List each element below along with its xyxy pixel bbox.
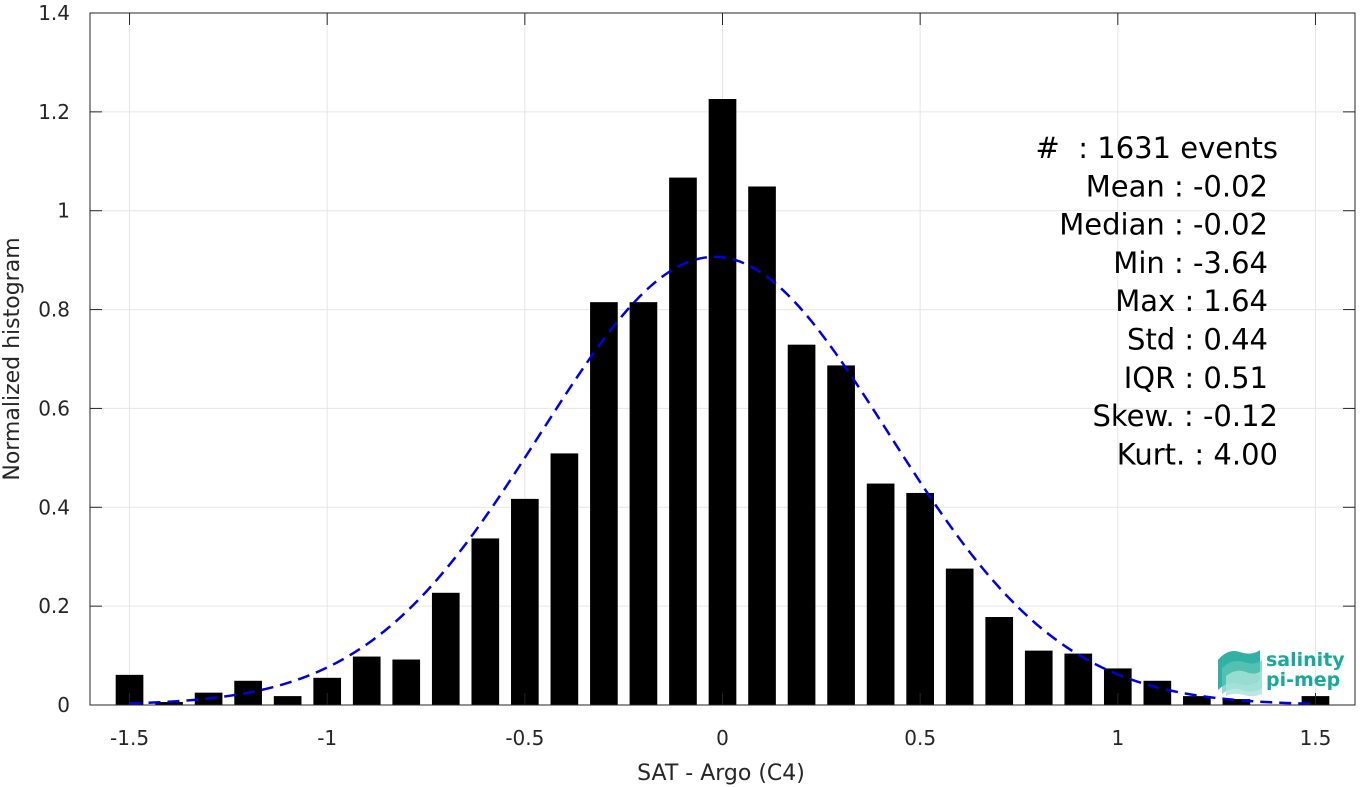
- stats-line: IQR : 0.51: [1124, 361, 1268, 395]
- y-tick-label: 0: [57, 693, 70, 717]
- stats-line: Std : 0.44: [1127, 323, 1268, 357]
- stats-line: Min : -3.64: [1113, 246, 1268, 280]
- histogram-bar: [392, 660, 420, 705]
- stats-line: # : 1631 events: [1036, 131, 1278, 165]
- histogram-bar: [511, 499, 539, 705]
- x-tick-label: -1.5: [110, 726, 149, 750]
- y-tick-label: 0.6: [38, 396, 70, 420]
- histogram-bar: [906, 493, 934, 705]
- logo-line2: pi-mep: [1266, 669, 1340, 691]
- histogram-bar: [630, 302, 658, 705]
- histogram-bar: [946, 569, 974, 705]
- stats-line: Max : 1.64: [1115, 284, 1268, 318]
- histogram-bar: [827, 365, 855, 705]
- histogram-bar: [274, 696, 302, 705]
- histogram-bar: [1144, 681, 1172, 705]
- stats-line: Kurt. : 4.00: [1117, 437, 1278, 471]
- stats-line: Median : -0.02: [1059, 208, 1268, 242]
- x-tick-label: -1: [317, 726, 337, 750]
- y-axis-title: Normalized histogram: [0, 237, 25, 480]
- y-tick-label: 0.4: [38, 495, 70, 519]
- y-tick-label: 1.2: [38, 100, 70, 124]
- histogram-bar: [748, 186, 776, 705]
- logo-line1: salinity: [1266, 649, 1345, 671]
- histogram-bar: [788, 345, 816, 705]
- x-tick-label: 0: [716, 726, 729, 750]
- histogram-bar: [353, 657, 381, 705]
- stats-line: Skew. : -0.12: [1092, 399, 1278, 433]
- histogram-bar: [471, 538, 499, 705]
- wave-logo-icon: [1218, 650, 1262, 696]
- histogram-bar: [1025, 651, 1053, 705]
- histogram-bar: [669, 178, 697, 705]
- histogram-bar: [867, 484, 895, 705]
- x-tick-label: -0.5: [505, 726, 544, 750]
- histogram-bar: [709, 99, 737, 705]
- x-axis-title: SAT - Argo (C4): [637, 761, 805, 786]
- stats-line: Mean : -0.02: [1086, 169, 1268, 203]
- x-tick-label: 1.5: [1300, 726, 1332, 750]
- y-tick-label: 1.4: [38, 1, 70, 25]
- salinity-pi-mep-logo: salinity pi-mep: [1218, 649, 1345, 696]
- x-tick-label: 1: [1111, 726, 1124, 750]
- histogram-bar: [432, 593, 460, 705]
- y-tick-label: 0.8: [38, 298, 70, 322]
- histogram-bar: [551, 453, 579, 705]
- y-tick-label: 0.2: [38, 594, 70, 618]
- histogram-bar: [590, 302, 618, 705]
- y-tick-label: 1: [57, 199, 70, 223]
- histogram-bar: [985, 617, 1013, 705]
- x-tick-label: 0.5: [904, 726, 936, 750]
